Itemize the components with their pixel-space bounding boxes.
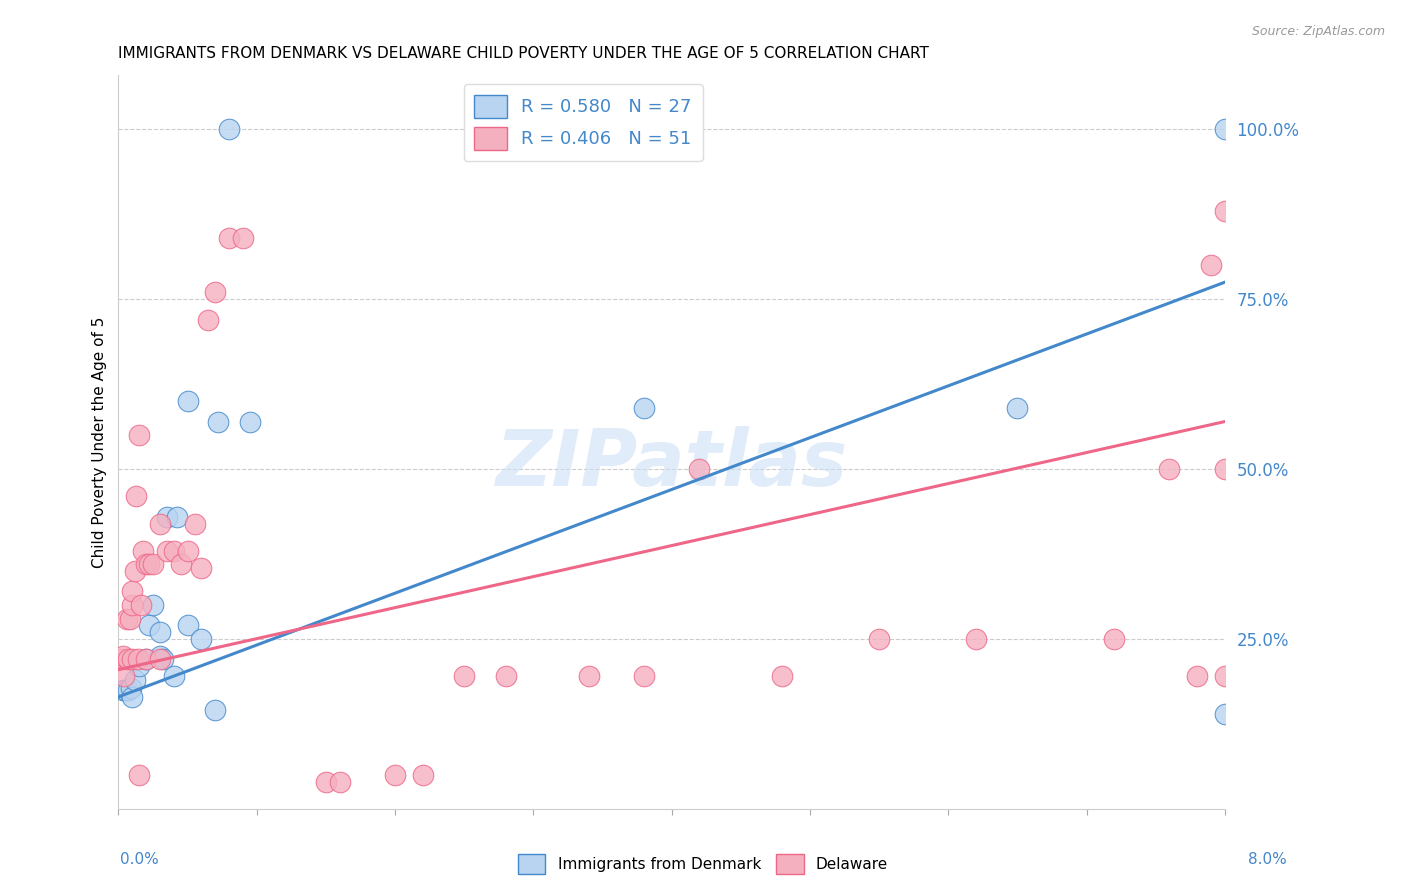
- Point: [135, 652, 157, 666]
- Point: [218, 231, 240, 245]
- Point: [149, 625, 172, 640]
- Point: [111, 648, 134, 663]
- Text: Source: ZipAtlas.com: Source: ZipAtlas.com: [1251, 25, 1385, 38]
- Point: [868, 632, 890, 646]
- Point: [152, 652, 174, 666]
- Legend: Immigrants from Denmark, Delaware: Immigrants from Denmark, Delaware: [512, 848, 894, 880]
- Point: [1199, 258, 1222, 272]
- Point: [329, 774, 352, 789]
- Point: [124, 673, 146, 687]
- Point: [120, 681, 142, 695]
- Point: [142, 558, 165, 572]
- Point: [149, 516, 172, 531]
- Point: [1213, 203, 1236, 218]
- Point: [578, 669, 600, 683]
- Point: [239, 415, 262, 429]
- Point: [138, 558, 160, 572]
- Point: [183, 516, 205, 531]
- Point: [128, 659, 150, 673]
- Point: [128, 428, 150, 442]
- Point: [118, 612, 141, 626]
- Point: [138, 618, 160, 632]
- Point: [156, 543, 179, 558]
- Point: [163, 669, 186, 683]
- Point: [965, 632, 987, 646]
- Point: [207, 415, 229, 429]
- Point: [121, 690, 143, 704]
- Point: [688, 462, 710, 476]
- Text: 0.0%: 0.0%: [120, 852, 159, 867]
- Point: [166, 509, 188, 524]
- Point: [111, 683, 134, 698]
- Point: [1213, 669, 1236, 683]
- Point: [232, 231, 254, 245]
- Y-axis label: Child Poverty Under the Age of 5: Child Poverty Under the Age of 5: [93, 317, 107, 567]
- Point: [135, 652, 157, 666]
- Point: [204, 285, 226, 300]
- Point: [129, 598, 152, 612]
- Point: [121, 652, 143, 666]
- Point: [1185, 669, 1208, 683]
- Point: [121, 598, 143, 612]
- Point: [1007, 401, 1029, 415]
- Point: [149, 652, 172, 666]
- Point: [1102, 632, 1125, 646]
- Point: [190, 632, 212, 646]
- Point: [176, 618, 198, 632]
- Point: [190, 560, 212, 574]
- Point: [149, 648, 172, 663]
- Point: [117, 652, 139, 666]
- Point: [127, 652, 149, 666]
- Point: [128, 768, 150, 782]
- Point: [1159, 462, 1181, 476]
- Point: [176, 394, 198, 409]
- Point: [170, 558, 193, 572]
- Point: [135, 558, 157, 572]
- Point: [1213, 706, 1236, 721]
- Point: [121, 584, 143, 599]
- Point: [110, 652, 132, 666]
- Text: 8.0%: 8.0%: [1247, 852, 1286, 867]
- Point: [384, 768, 406, 782]
- Point: [115, 612, 138, 626]
- Point: [176, 543, 198, 558]
- Point: [770, 669, 793, 683]
- Point: [218, 122, 240, 136]
- Point: [132, 543, 155, 558]
- Point: [163, 543, 186, 558]
- Point: [315, 774, 337, 789]
- Text: IMMIGRANTS FROM DENMARK VS DELAWARE CHILD POVERTY UNDER THE AGE OF 5 CORRELATION: IMMIGRANTS FROM DENMARK VS DELAWARE CHIL…: [118, 46, 929, 62]
- Point: [633, 401, 655, 415]
- Point: [412, 768, 434, 782]
- Point: [156, 509, 179, 524]
- Point: [453, 669, 475, 683]
- Legend: R = 0.580   N = 27, R = 0.406   N = 51: R = 0.580 N = 27, R = 0.406 N = 51: [464, 84, 703, 161]
- Point: [124, 564, 146, 578]
- Point: [112, 669, 135, 683]
- Point: [197, 312, 219, 326]
- Point: [633, 669, 655, 683]
- Point: [1213, 122, 1236, 136]
- Text: ZIPatlas: ZIPatlas: [495, 426, 848, 502]
- Point: [114, 683, 136, 698]
- Point: [495, 669, 517, 683]
- Point: [117, 683, 139, 698]
- Point: [142, 598, 165, 612]
- Point: [1213, 462, 1236, 476]
- Point: [125, 489, 148, 503]
- Point: [204, 703, 226, 717]
